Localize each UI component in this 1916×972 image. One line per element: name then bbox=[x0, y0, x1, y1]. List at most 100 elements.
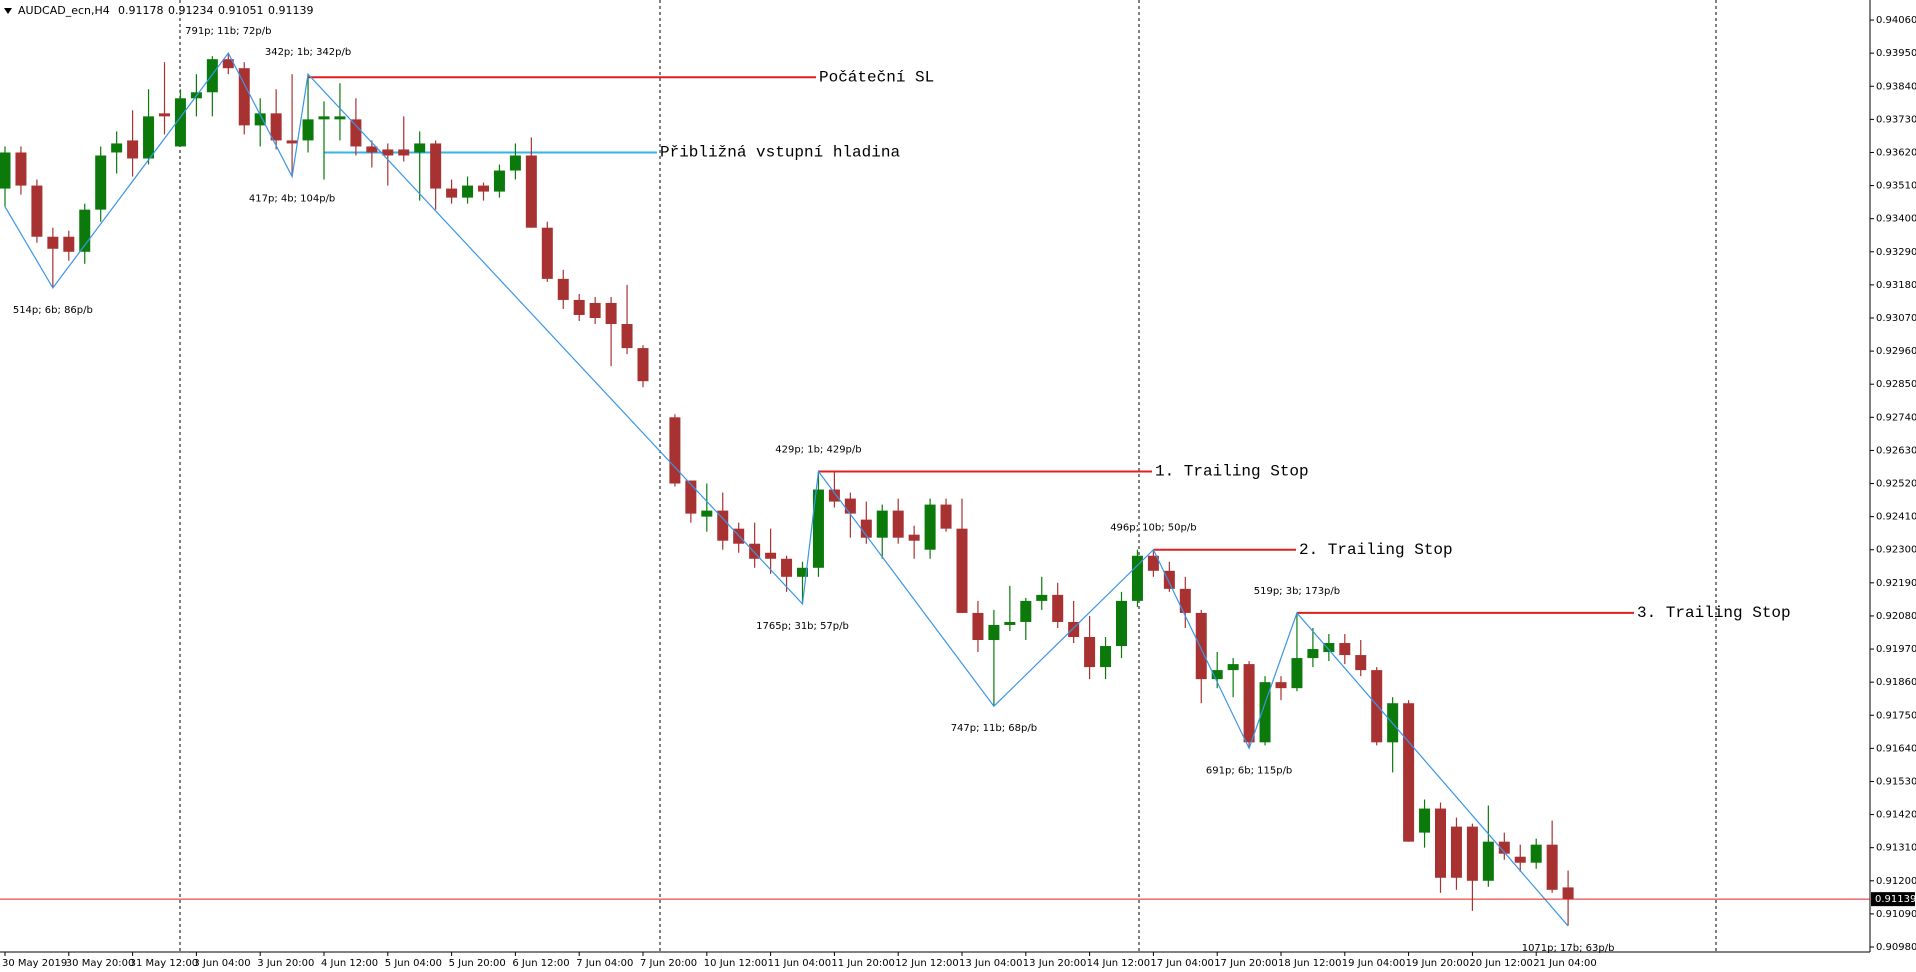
candle-body bbox=[1307, 649, 1319, 659]
candle-body bbox=[31, 185, 43, 237]
candle-body bbox=[286, 140, 298, 144]
candle-body bbox=[95, 155, 107, 210]
x-tick-label: 10 Jun 12:00 bbox=[704, 958, 768, 969]
x-tick-label: 30 May 20:00 bbox=[66, 958, 135, 969]
candle-body bbox=[541, 227, 553, 279]
y-tick-label: 0.92850 bbox=[1876, 379, 1916, 390]
zigzag-label: 691p; 6b; 115p/b bbox=[1206, 765, 1292, 776]
x-tick-label: 5 Jun 20:00 bbox=[449, 958, 506, 969]
candle-body bbox=[63, 236, 75, 252]
x-tick-label: 13 Jun 04:00 bbox=[959, 958, 1023, 969]
y-tick-label: 0.92410 bbox=[1876, 512, 1916, 523]
candle-body bbox=[1466, 826, 1478, 881]
candle-body bbox=[621, 324, 633, 349]
y-tick-label: 0.94060 bbox=[1876, 15, 1916, 26]
level-label: Přibližná vstupní hladina bbox=[660, 144, 900, 162]
candle-body bbox=[1004, 621, 1016, 625]
candle-body bbox=[127, 140, 139, 159]
candle-body bbox=[478, 185, 489, 192]
x-tick-label: 3 Jun 04:00 bbox=[193, 958, 250, 969]
candle-body bbox=[174, 98, 186, 147]
x-tick-label: 7 Jun 04:00 bbox=[576, 958, 633, 969]
x-tick-label: 5 Jun 04:00 bbox=[385, 958, 442, 969]
x-tick-label: 14 Jun 12:00 bbox=[1087, 958, 1151, 969]
y-tick-label: 0.91750 bbox=[1876, 710, 1916, 721]
level-label: 3. Trailing Stop bbox=[1637, 604, 1791, 622]
y-tick-label: 0.91860 bbox=[1876, 677, 1916, 688]
candle-body bbox=[1530, 844, 1542, 863]
header-value: 0.91139 bbox=[268, 4, 314, 17]
candle-body bbox=[79, 209, 91, 252]
candle-body bbox=[462, 185, 474, 198]
candle-body bbox=[701, 510, 713, 517]
candle-body bbox=[1339, 643, 1351, 656]
x-tick-label: 4 Jun 12:00 bbox=[321, 958, 378, 969]
header-value: 0.91234 bbox=[168, 4, 214, 17]
y-tick-label: 0.92300 bbox=[1876, 545, 1916, 556]
zigzag-label: 791p; 11b; 72p/b bbox=[185, 26, 271, 37]
candle-body bbox=[892, 510, 904, 538]
y-tick-label: 0.93180 bbox=[1876, 280, 1916, 291]
candle-body bbox=[1163, 570, 1175, 589]
y-tick-label: 0.93510 bbox=[1876, 181, 1916, 192]
y-tick-label: 0.91530 bbox=[1876, 776, 1916, 787]
candle-body bbox=[573, 299, 585, 315]
candle-body bbox=[940, 504, 952, 529]
candle-body bbox=[47, 236, 59, 249]
candle-body bbox=[1403, 703, 1415, 842]
y-tick-label: 0.93950 bbox=[1876, 48, 1916, 59]
y-tick-label: 0.91420 bbox=[1876, 810, 1916, 821]
candle-body bbox=[493, 170, 505, 192]
x-tick-label: 19 Jun 20:00 bbox=[1406, 958, 1470, 969]
candle-body bbox=[924, 504, 936, 550]
candle-body bbox=[1147, 555, 1159, 571]
candle-body bbox=[685, 480, 697, 514]
candle-body bbox=[1068, 621, 1080, 638]
y-tick-label: 0.92740 bbox=[1876, 412, 1916, 423]
zigzag-label: 429p; 1b; 429p/b bbox=[775, 444, 861, 455]
candle-body bbox=[509, 155, 521, 171]
y-tick-label: 0.93730 bbox=[1876, 114, 1916, 125]
last-price-box bbox=[1871, 892, 1915, 907]
candle-body bbox=[1227, 664, 1239, 671]
candle-body bbox=[908, 534, 920, 541]
candle-body bbox=[812, 489, 824, 568]
candle-body bbox=[876, 510, 888, 538]
y-tick-label: 0.92080 bbox=[1876, 611, 1916, 622]
zigzag-label: 496p; 10b; 50p/b bbox=[1110, 523, 1196, 534]
zigzag-label: 1765p; 31b; 57p/b bbox=[756, 621, 849, 632]
candle-body bbox=[844, 498, 856, 514]
candle-body bbox=[318, 116, 330, 120]
last-price-label: 0.91139 bbox=[1875, 894, 1916, 905]
zigzag-label: 747p; 11b; 68p/b bbox=[951, 723, 1037, 734]
x-tick-label: 18 Jun 12:00 bbox=[1278, 958, 1342, 969]
candle-body bbox=[1275, 682, 1287, 689]
candle-body bbox=[446, 188, 458, 198]
candle-body bbox=[765, 552, 777, 559]
candle-body bbox=[1131, 555, 1143, 601]
x-tick-label: 19 Jun 04:00 bbox=[1342, 958, 1406, 969]
candle-body bbox=[350, 119, 362, 147]
candle-body bbox=[1482, 841, 1494, 881]
candle-body bbox=[1195, 612, 1207, 680]
candle-body bbox=[334, 116, 346, 120]
candle-body bbox=[1419, 808, 1431, 833]
candle-body bbox=[1546, 844, 1558, 890]
candle-body bbox=[1355, 655, 1367, 671]
menu-arrow[interactable] bbox=[4, 8, 12, 14]
x-tick-label: 7 Jun 20:00 bbox=[640, 958, 697, 969]
candle-body bbox=[159, 113, 170, 117]
candle-body bbox=[238, 68, 250, 126]
zigzag-line bbox=[4, 52, 1569, 927]
zigzag-label: 1071p; 17b; 63p/b bbox=[1522, 943, 1615, 954]
candle-body bbox=[382, 149, 394, 156]
x-tick-label: 12 Jun 12:00 bbox=[895, 958, 959, 969]
candle-body bbox=[1435, 808, 1446, 878]
candle-body bbox=[15, 152, 27, 186]
candle-body bbox=[525, 155, 537, 228]
candle-body bbox=[557, 278, 569, 300]
y-tick-label: 0.92520 bbox=[1876, 479, 1916, 490]
candle-body bbox=[1514, 856, 1526, 863]
zigzag-label: 514p; 6b; 86p/b bbox=[13, 305, 93, 316]
